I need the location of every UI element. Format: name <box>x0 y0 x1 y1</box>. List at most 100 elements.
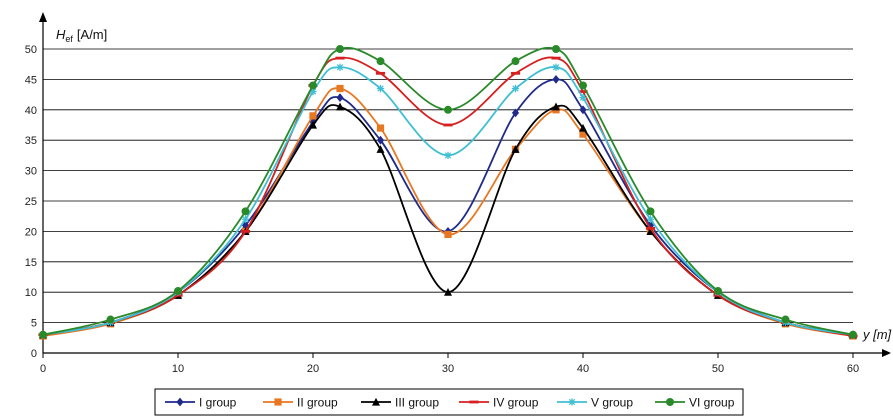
data-point <box>645 226 656 230</box>
marker-stroke <box>512 85 519 92</box>
data-point <box>511 108 520 118</box>
data-point <box>646 227 655 235</box>
data-point <box>39 330 47 339</box>
legend-swatch-marker <box>568 398 576 406</box>
marker-stroke <box>377 85 384 92</box>
data-point <box>510 71 521 75</box>
legend-item: IV group <box>459 396 539 410</box>
legend-label: III group <box>395 396 439 410</box>
data-point <box>240 230 251 233</box>
marker-stroke <box>444 152 452 159</box>
data-point <box>335 56 345 60</box>
marker-stroke <box>552 64 560 71</box>
legend-box <box>154 388 744 416</box>
legend-swatch-marker <box>176 397 184 407</box>
data-point <box>552 63 560 71</box>
legend-item: II group <box>263 396 338 410</box>
data-point <box>336 102 344 111</box>
data-point <box>552 45 560 53</box>
data-point <box>443 123 453 127</box>
data-point <box>336 63 344 71</box>
data-point <box>781 315 790 324</box>
legend-swatch-marker <box>274 398 282 406</box>
legend-label: II group <box>297 396 338 410</box>
data-point <box>579 81 587 90</box>
y-tick-label: 25 <box>25 196 37 208</box>
marker-stroke <box>647 216 654 223</box>
x-tick-label: 30 <box>442 363 454 375</box>
data-point <box>376 145 385 153</box>
data-point <box>174 286 182 295</box>
data-point <box>376 135 385 145</box>
y-tick-label: 0 <box>31 348 37 360</box>
y-tick-label: 35 <box>25 135 37 147</box>
data-point <box>511 84 520 93</box>
data-point <box>646 215 655 223</box>
legend-label: I group <box>199 396 237 410</box>
data-point <box>444 288 452 296</box>
legend-item: III group <box>361 396 439 410</box>
data-point <box>241 207 250 216</box>
y-tick-label: 50 <box>25 44 37 56</box>
data-point <box>336 84 344 93</box>
data-point <box>579 123 587 132</box>
data-point <box>579 130 587 138</box>
y-tick-label: 5 <box>31 318 37 330</box>
y-tick-label: 10 <box>25 287 37 299</box>
data-point <box>309 120 317 129</box>
data-point <box>849 330 857 339</box>
legend-item: I group <box>165 396 237 410</box>
x-tick-label: 40 <box>577 363 589 375</box>
series-6 <box>39 45 857 339</box>
tick-labels: 0 5 10 15 20 25 30 35 40 45 50 0 10 20 30 40 50 60 <box>25 44 859 375</box>
data-point <box>579 105 587 115</box>
data-point <box>714 286 722 295</box>
y-tick-label: 40 <box>25 105 37 117</box>
data-point <box>376 84 385 93</box>
data-point <box>444 151 452 159</box>
legend-label: IV group <box>493 396 539 410</box>
data-point <box>309 81 317 90</box>
data-point <box>444 230 452 239</box>
data-point <box>552 102 560 111</box>
x-tick-label: 10 <box>172 363 184 375</box>
marker-stroke <box>336 64 344 71</box>
data-point <box>511 57 520 66</box>
data-point <box>511 145 520 153</box>
series-line <box>42 78 854 336</box>
data-point <box>646 207 655 216</box>
legend-label: VI group <box>689 396 735 410</box>
legend-label: V group <box>591 396 633 410</box>
y-axis-arrow <box>39 12 47 22</box>
data-point <box>376 57 385 66</box>
data-point <box>578 90 588 93</box>
legend-item: V group <box>557 396 633 410</box>
data-point <box>579 94 587 102</box>
x-tick-label: 20 <box>307 363 319 375</box>
x-axis-arrow <box>882 349 891 357</box>
data-point <box>376 124 385 132</box>
y-axis-title: Hef [A/m] <box>56 27 107 44</box>
marker-stroke <box>579 94 587 101</box>
gridlines <box>43 48 853 324</box>
legend-swatch-marker <box>469 400 479 404</box>
data-point <box>444 105 452 114</box>
marker-stroke <box>568 398 576 406</box>
data-point <box>551 56 561 60</box>
legend-swatch-marker <box>666 398 674 406</box>
x-tick-label: 50 <box>712 363 724 375</box>
legend: I group II group III group IV group V group V… <box>154 388 744 416</box>
legend-swatch-marker <box>372 397 380 406</box>
data-point <box>106 315 115 324</box>
legend-item: VI group <box>655 396 735 410</box>
marker-stroke <box>309 88 317 95</box>
x-tick-label: 0 <box>40 363 46 375</box>
y-tick-label: 20 <box>25 226 37 238</box>
y-tick-label: 30 <box>25 166 37 178</box>
marker-stroke <box>242 216 249 223</box>
data-point <box>375 71 386 75</box>
x-axis-title: y [m] <box>862 327 892 342</box>
series-group <box>38 45 858 340</box>
y-tick-label: 15 <box>25 257 37 269</box>
